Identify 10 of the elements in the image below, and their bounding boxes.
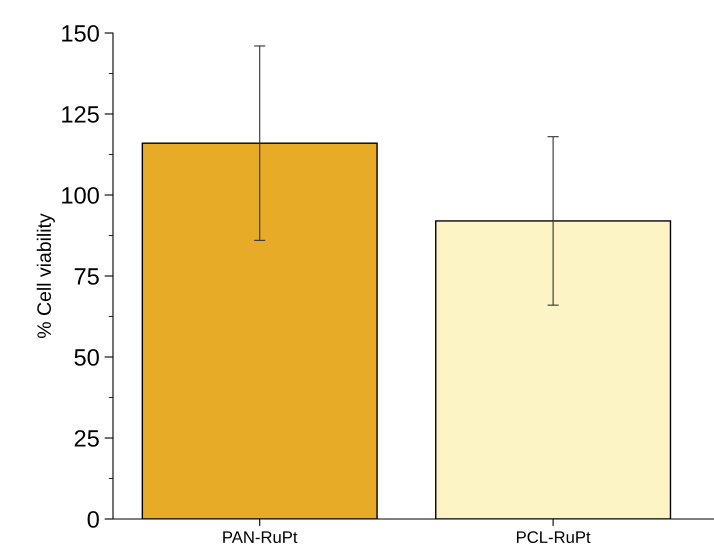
y-axis-title: % Cell viability [36,213,55,338]
y-tick-label: 100 [62,187,99,204]
y-tick-label: 0 [88,511,99,528]
x-tick-label: PAN-RuPt [223,531,298,544]
y-tick-label: 150 [62,25,99,42]
x-tick-label: PCL-RuPt [516,531,591,544]
y-tick-label: 25 [74,430,99,447]
y-tick-label: 75 [74,268,99,285]
y-tick-label: 50 [74,349,99,366]
y-tick-label: 125 [62,106,99,123]
